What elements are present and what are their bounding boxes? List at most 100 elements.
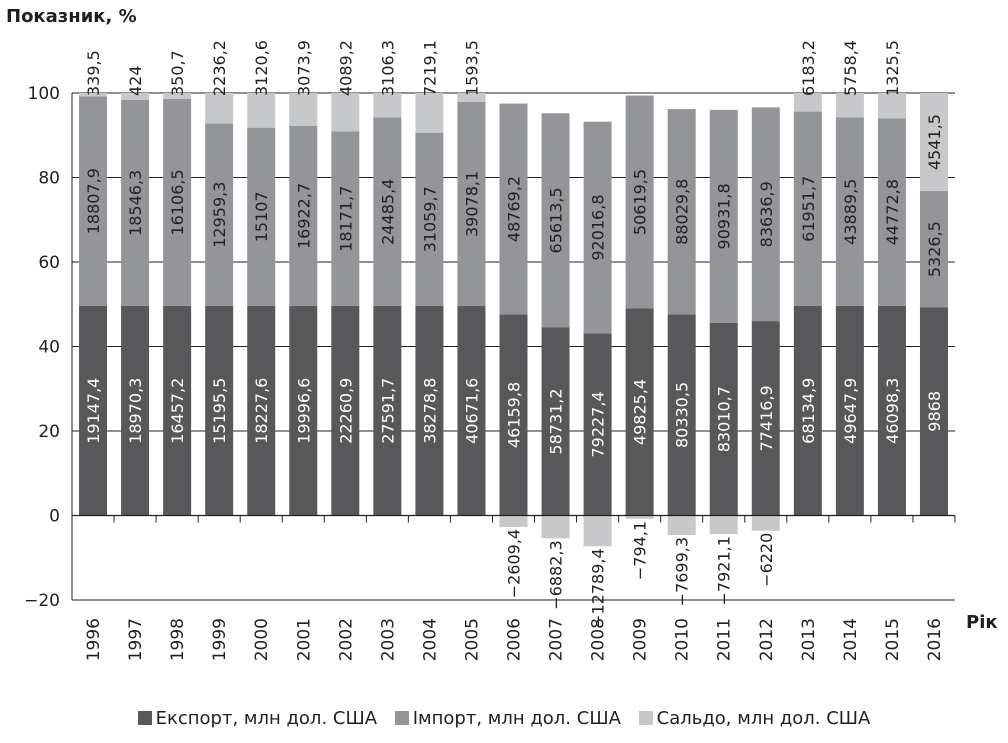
bar-segment-export bbox=[919, 307, 948, 516]
bar-value-label: 50619,5 bbox=[631, 169, 650, 235]
legend-swatch-balance bbox=[638, 711, 653, 725]
bar-segment-balance bbox=[919, 93, 948, 192]
bar-value-label: 90931,8 bbox=[715, 183, 734, 249]
legend-swatch-import bbox=[394, 711, 409, 725]
legend-item-import: Імпорт, млн дол. США bbox=[394, 708, 621, 729]
bar-segment-balance bbox=[415, 93, 444, 133]
bar-value-label: 38278,8 bbox=[420, 378, 439, 444]
bar-value-label: 77416,9 bbox=[757, 385, 776, 451]
bar-segment-import bbox=[415, 132, 444, 306]
x-tick-label: 2008 bbox=[589, 618, 609, 661]
bar-segment-export bbox=[457, 305, 486, 516]
bar-value-label: 5758,4 bbox=[841, 40, 860, 96]
bar-segment-import bbox=[751, 107, 780, 322]
bar-value-label: 61951,7 bbox=[799, 176, 818, 242]
bar-value-label: 4089,2 bbox=[336, 40, 355, 96]
bar-value-label: 9868 bbox=[925, 391, 944, 432]
bar-segment-export bbox=[667, 314, 696, 516]
x-tick-label: 1999 bbox=[210, 618, 230, 661]
x-tick-label: 2004 bbox=[420, 618, 440, 661]
bar-value-label: 3120,6 bbox=[252, 40, 271, 96]
bar-value-label: 83636,9 bbox=[757, 181, 776, 247]
bar-segment-export bbox=[625, 308, 654, 516]
bar-value-label: 16922,7 bbox=[294, 183, 313, 249]
bar-segment-balance bbox=[247, 93, 276, 128]
bar-value-label: 22260,9 bbox=[336, 378, 355, 444]
bar-segment-import bbox=[121, 99, 150, 306]
legend-label-balance: Сальдо, млн дол. США bbox=[656, 708, 871, 729]
bar-value-label: 350,7 bbox=[168, 50, 187, 96]
bar-segment-export bbox=[79, 305, 108, 516]
bar-segment-export bbox=[835, 305, 864, 516]
bar-value-label: −7699,3 bbox=[673, 537, 692, 606]
bar-segment-export bbox=[373, 305, 402, 516]
bar-segment-import bbox=[793, 111, 822, 306]
bar-value-label: 3073,9 bbox=[294, 40, 313, 96]
x-tick-label: 2015 bbox=[883, 618, 903, 661]
bar-segment-balance bbox=[877, 93, 906, 119]
bar-segment-import bbox=[709, 109, 738, 323]
legend-item-balance: Сальдо, млн дол. США bbox=[638, 708, 871, 729]
bar-segment-balance bbox=[163, 93, 192, 99]
bar-value-label: 3106,3 bbox=[378, 40, 397, 96]
bar-segment-import bbox=[835, 117, 864, 306]
x-tick-label: 1997 bbox=[126, 618, 146, 661]
bar-value-label: 339,5 bbox=[84, 50, 103, 96]
x-tick-label: 2002 bbox=[336, 618, 356, 661]
bar-value-label: 18546,3 bbox=[126, 170, 145, 236]
x-tick-label: 2010 bbox=[673, 618, 693, 661]
bar-value-label: 80330,5 bbox=[673, 382, 692, 448]
bar-segment-import bbox=[247, 127, 276, 306]
bar-value-label: 15195,5 bbox=[210, 378, 229, 444]
y-tick-label: 60 bbox=[38, 253, 60, 273]
bar-segment-balance bbox=[79, 93, 108, 97]
bar-segment-export bbox=[793, 305, 822, 516]
bar-segment-import bbox=[457, 101, 486, 306]
bar-segment-import bbox=[289, 125, 318, 306]
bar-segment-import bbox=[499, 103, 528, 315]
bar-segment-balance bbox=[289, 93, 318, 126]
bar-value-label: 424 bbox=[126, 65, 145, 96]
stacked-bar-chart: −20 0 20 40 60 80 100 1996 1997 1998 1999 2000 2001 2… bbox=[24, 40, 997, 661]
bar-value-label: 12959,3 bbox=[210, 182, 229, 248]
x-tick-label: 2012 bbox=[757, 618, 777, 661]
bar-segment-balance bbox=[709, 515, 738, 535]
bar-value-label: 49647,9 bbox=[841, 378, 860, 444]
bar-segment-export bbox=[751, 321, 780, 516]
x-tick-label: 2006 bbox=[505, 618, 525, 661]
legend-label-import: Імпорт, млн дол. США bbox=[412, 708, 621, 729]
bar-segment-balance bbox=[331, 93, 360, 132]
y-tick-label: 80 bbox=[38, 169, 60, 189]
bar-segment-export bbox=[877, 305, 906, 516]
bar-value-label: 24485,4 bbox=[378, 179, 397, 245]
bar-value-label: 40671,6 bbox=[462, 378, 481, 444]
x-tick-label: 1998 bbox=[168, 618, 188, 661]
bar-value-label: 6183,2 bbox=[799, 40, 818, 96]
bar-segment-export bbox=[121, 305, 150, 516]
bar-segment-export bbox=[205, 305, 234, 516]
bar-segment-import bbox=[877, 118, 906, 306]
bar-segment-import bbox=[583, 121, 612, 334]
bar-segment-balance bbox=[121, 93, 150, 100]
bar-value-label: 58731,2 bbox=[547, 388, 566, 454]
legend-label-export: Експорт, млн дол. США bbox=[155, 708, 378, 729]
bar-value-label: −6220 bbox=[757, 533, 776, 587]
x-tick-label: 2001 bbox=[294, 618, 314, 661]
bar-value-label: −7921,1 bbox=[715, 536, 734, 605]
bar-value-label: 7219,1 bbox=[420, 40, 439, 96]
bar-value-label: 1593,5 bbox=[462, 40, 481, 96]
bar-segment-balance bbox=[205, 93, 234, 124]
x-tick-label: 2005 bbox=[462, 618, 482, 661]
x-tick-label: 2009 bbox=[631, 618, 651, 661]
bar-segment-balance bbox=[457, 93, 486, 102]
x-tick-label: 2003 bbox=[378, 618, 398, 661]
x-tick-label: 2000 bbox=[252, 618, 272, 661]
bar-value-label: 18970,3 bbox=[126, 378, 145, 444]
bar-segment-import bbox=[625, 95, 654, 309]
bar-value-label: 15107 bbox=[252, 191, 271, 242]
bar-value-label: 39078,1 bbox=[462, 171, 481, 237]
y-tick-label: 0 bbox=[49, 507, 60, 527]
x-tick-label: 1996 bbox=[84, 618, 104, 661]
x-tick-label: 2011 bbox=[715, 618, 735, 661]
bar-value-label: 18227,6 bbox=[252, 378, 271, 444]
